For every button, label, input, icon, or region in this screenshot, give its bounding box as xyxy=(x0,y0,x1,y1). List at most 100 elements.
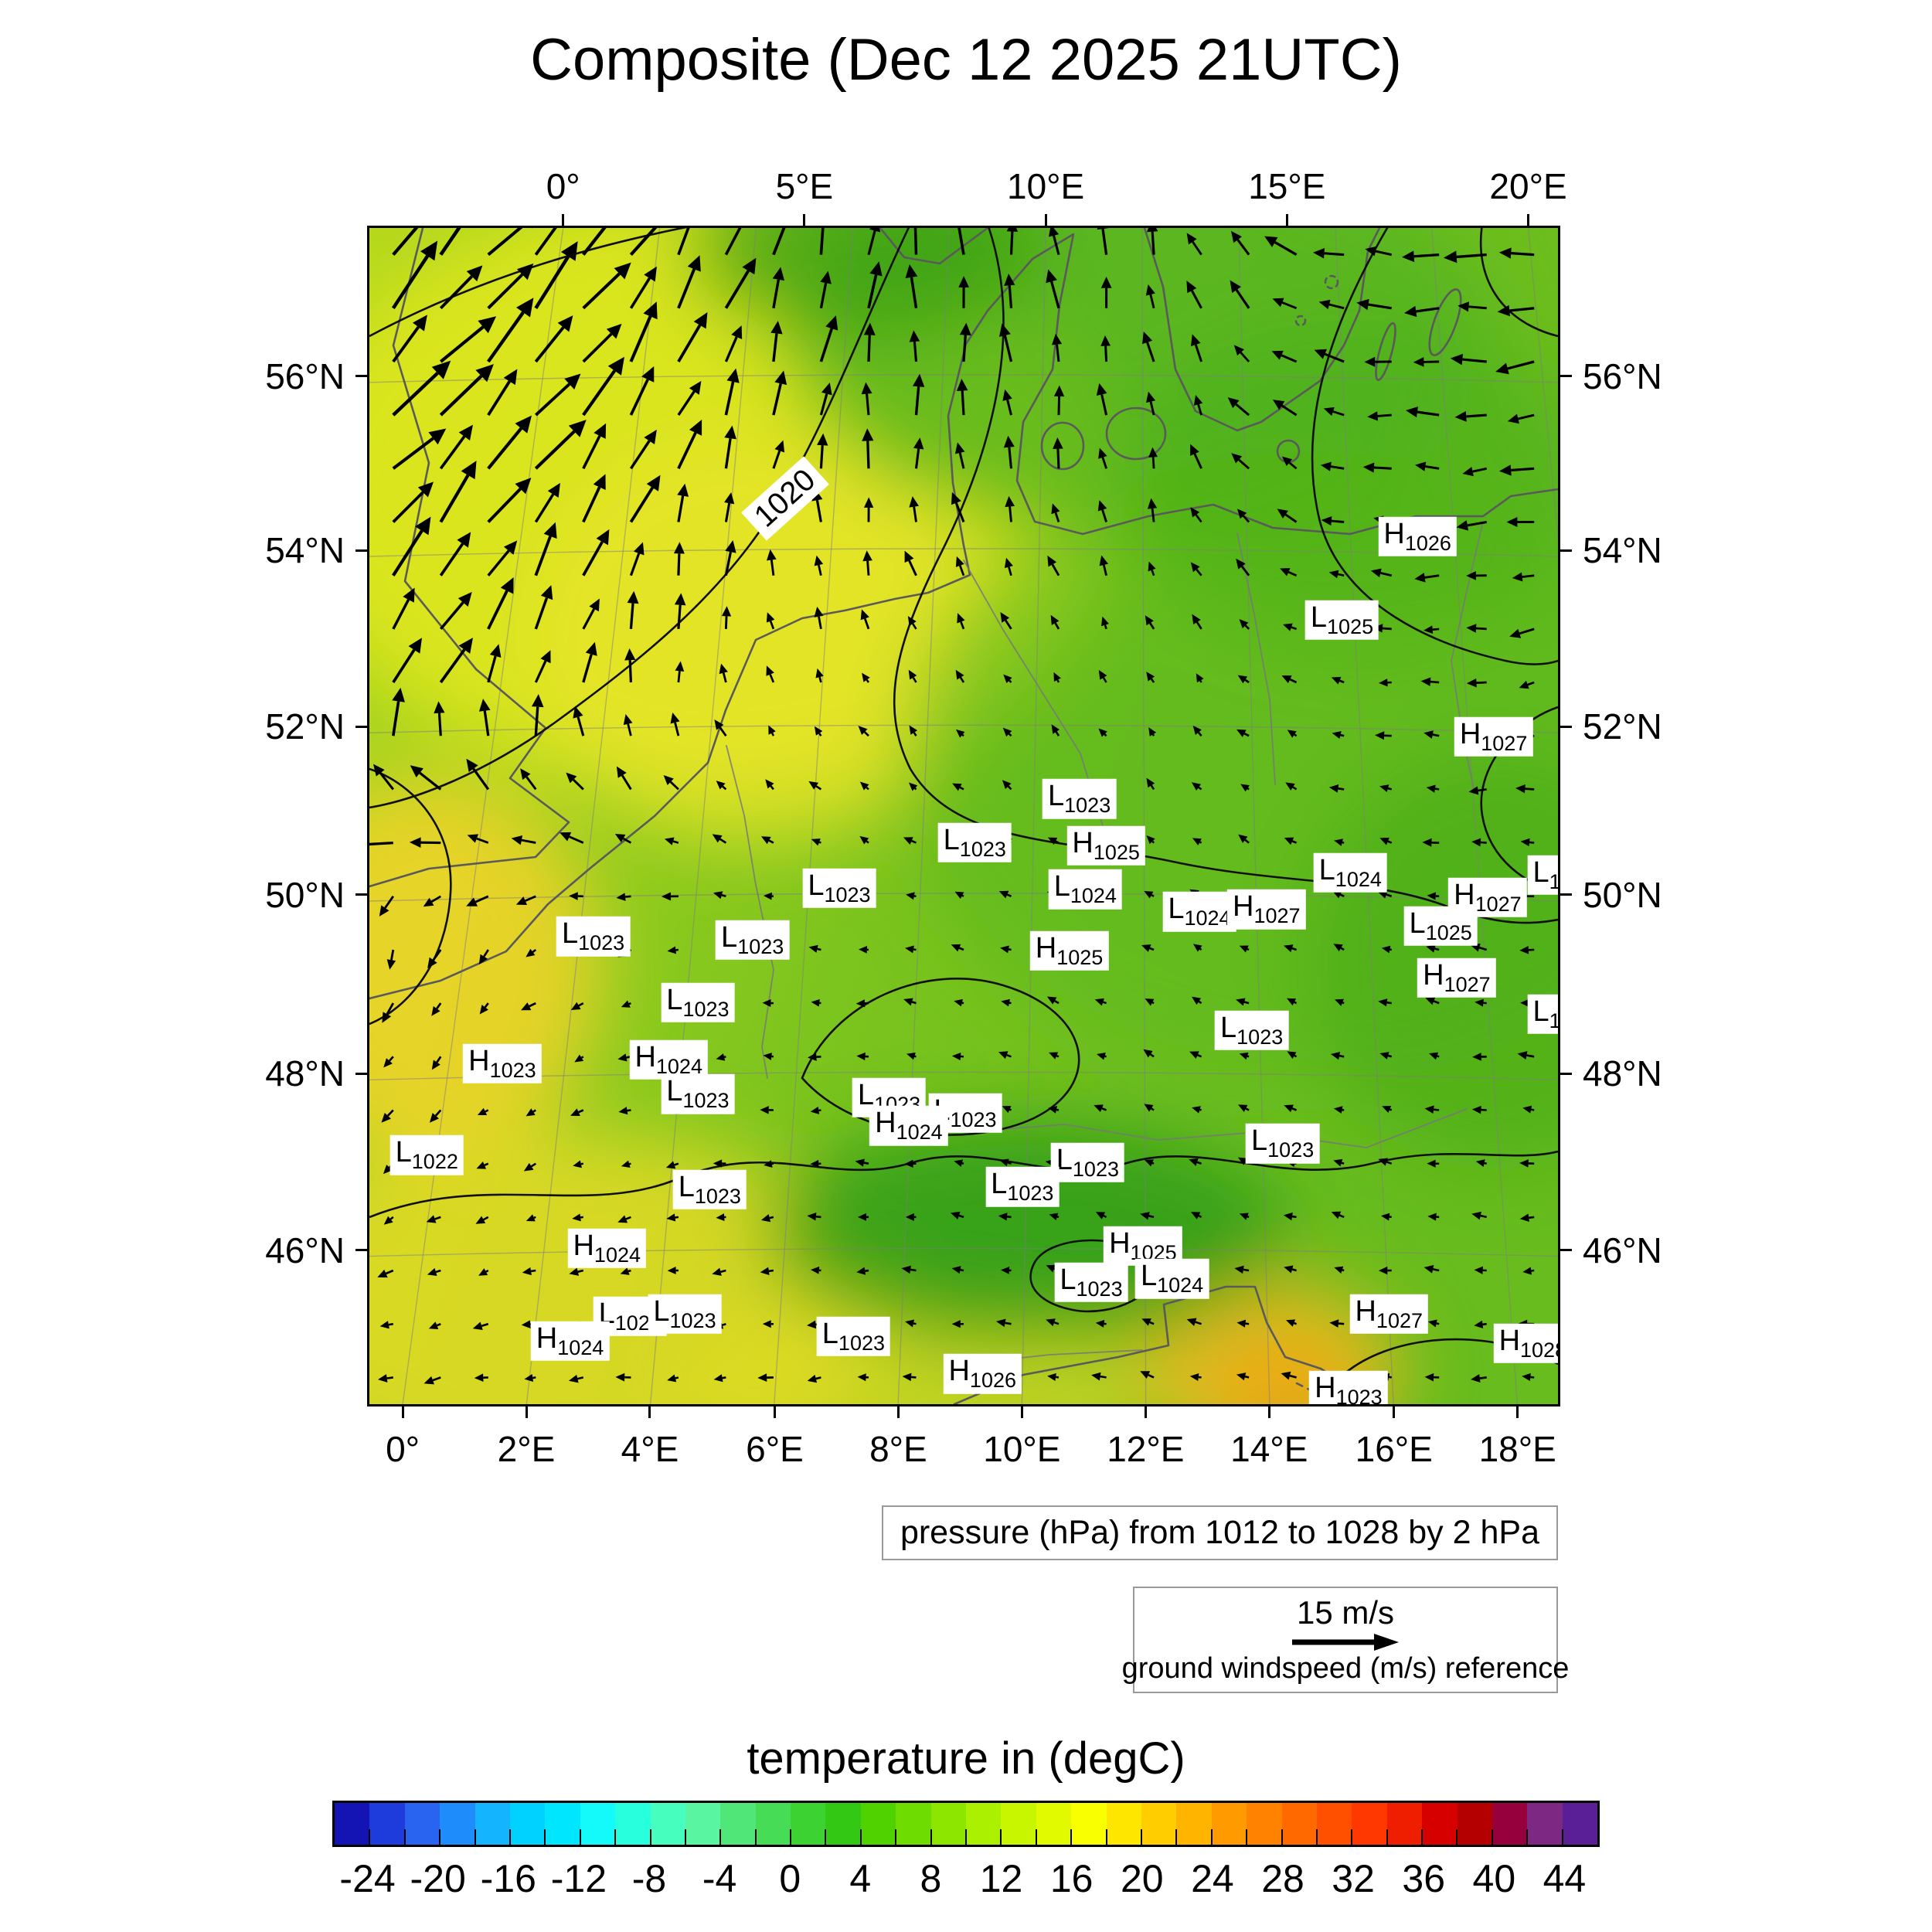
wind-arrow xyxy=(951,1266,964,1274)
colorbar-boundary-tick xyxy=(1421,1829,1423,1845)
wind-arrow xyxy=(955,556,965,577)
wind-reference-speed-label: 15 m/s xyxy=(1296,1594,1395,1631)
wind-arrow xyxy=(808,944,821,953)
pressure-caption: pressure (hPa) from 1012 to 1028 by 2 hP… xyxy=(881,1505,1558,1560)
colorbar-boundary-tick xyxy=(474,1829,476,1845)
wind-arrow xyxy=(724,425,736,469)
wind-arrow xyxy=(614,833,632,844)
axis-tick xyxy=(1558,1072,1572,1075)
wind-arrow xyxy=(1046,1318,1060,1327)
colorbar-tick-label: 40 xyxy=(1472,1857,1516,1900)
colorbar-boundary-tick xyxy=(544,1829,546,1845)
wind-arrow xyxy=(1002,727,1012,737)
wind-arrow xyxy=(1522,1372,1535,1381)
wind-arrow xyxy=(712,834,727,844)
wind-arrow xyxy=(1404,305,1440,318)
wind-arrow xyxy=(1049,1052,1060,1060)
wind-arrow xyxy=(712,1267,726,1276)
colorbar-segment xyxy=(1141,1803,1177,1845)
colorbar-boundary-tick xyxy=(1035,1829,1037,1845)
wind-reference-arrow-icon xyxy=(1292,1633,1399,1651)
colorbar-tick-label: 32 xyxy=(1332,1857,1375,1900)
pressure-centers-layer: H1026 L1025 H1027 L1023 L1023 H1025 L1024 L1023… xyxy=(369,228,1558,1404)
colorbar-boundary-tick xyxy=(439,1829,441,1845)
wind-arrow xyxy=(905,1319,917,1328)
axis-label: 8°E xyxy=(869,1429,927,1469)
colorbar-boundary-tick xyxy=(1210,1829,1213,1845)
wind-arrow xyxy=(478,949,489,965)
wind-arrow xyxy=(1335,998,1345,1006)
wind-arrow xyxy=(1286,1319,1298,1327)
wind-arrow xyxy=(1519,1213,1535,1223)
colorbar-boundary-tick xyxy=(825,1829,827,1845)
wind-arrow xyxy=(859,946,869,954)
wind-arrow xyxy=(1238,834,1250,844)
colorbar-ticks xyxy=(335,1803,1597,1845)
wind-arrow xyxy=(951,1320,964,1328)
colorbar-segment xyxy=(791,1803,826,1845)
wind-arrow xyxy=(954,891,964,900)
wind-arrow xyxy=(1003,435,1015,469)
wind-arrow xyxy=(1379,1052,1393,1060)
colorbar-segment xyxy=(1352,1803,1387,1845)
wind-arrow xyxy=(954,998,964,1007)
wind-arrow xyxy=(667,1267,679,1275)
wind-arrow xyxy=(369,841,393,846)
wind-arrow xyxy=(439,424,473,470)
wind-arrow xyxy=(760,1106,774,1114)
wind-arrow xyxy=(1427,1159,1440,1168)
wind-arrow xyxy=(906,1052,917,1060)
wind-arrow xyxy=(814,555,824,577)
wind-arrow xyxy=(1191,1212,1202,1219)
wind-arrow xyxy=(531,694,544,736)
colorbar-segment xyxy=(1492,1803,1528,1845)
wind-arrow xyxy=(439,364,494,417)
wind-arrow xyxy=(1519,946,1535,954)
wind-arrow xyxy=(1509,628,1535,638)
wind-arrow xyxy=(951,944,964,952)
colorbar-tick-label: 44 xyxy=(1543,1857,1587,1900)
axis-tick xyxy=(1020,1404,1023,1418)
wind-arrow xyxy=(373,764,395,791)
wind-arrow xyxy=(475,1216,489,1224)
wind-arrow xyxy=(1191,334,1203,362)
wind-arrow xyxy=(1049,1213,1060,1221)
wind-arrow xyxy=(1287,730,1298,738)
wind-arrow xyxy=(1522,1267,1535,1275)
wind-arrow xyxy=(721,606,732,629)
axis-tick xyxy=(1285,214,1288,228)
wind-arrow xyxy=(1144,890,1155,899)
axis-label: 18°E xyxy=(1478,1429,1556,1469)
wind-arrow xyxy=(1320,461,1345,471)
wind-arrow xyxy=(1314,349,1345,363)
wind-arrow xyxy=(1450,353,1487,366)
wind-arrow xyxy=(582,474,606,523)
wind-arrow xyxy=(1330,1052,1345,1060)
wind-arrow xyxy=(487,644,502,683)
temperature-colorbar xyxy=(332,1801,1600,1847)
colorbar-segment xyxy=(404,1803,440,1845)
map-canvas xyxy=(369,228,1558,1404)
axis-tick xyxy=(648,1404,651,1418)
pressure-center-label: L1023 xyxy=(672,1169,747,1209)
wind-arrow xyxy=(716,781,727,791)
wind-arrow xyxy=(861,382,872,416)
pressure-center-label: H1024 xyxy=(567,1228,647,1268)
axis-label: 14°E xyxy=(1230,1429,1308,1469)
wind-arrow xyxy=(1145,615,1155,630)
wind-arrow xyxy=(439,265,483,310)
colorbar-segment xyxy=(966,1803,1002,1845)
colorbar-tick-label: 8 xyxy=(920,1857,942,1900)
colorbar-segment xyxy=(440,1803,475,1845)
axis-label: 48°N xyxy=(1583,1053,1662,1094)
wind-vector-field xyxy=(369,228,1535,1385)
wind-arrow xyxy=(807,1374,821,1383)
wind-arrow xyxy=(1471,838,1487,847)
wind-arrow xyxy=(439,461,477,523)
wind-arrow xyxy=(1051,333,1063,362)
wind-arrow xyxy=(574,1054,584,1063)
wind-arrow xyxy=(767,549,777,576)
wind-arrow xyxy=(1370,568,1393,578)
wind-arrow xyxy=(856,1052,869,1061)
wind-arrow xyxy=(434,701,445,736)
